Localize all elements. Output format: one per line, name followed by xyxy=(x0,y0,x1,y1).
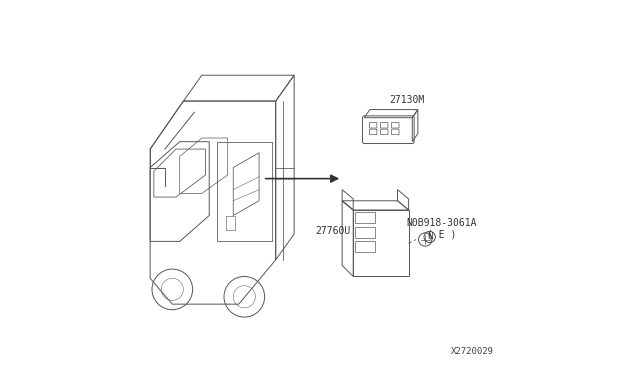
Text: X2720029: X2720029 xyxy=(451,347,493,356)
Text: 27130M: 27130M xyxy=(389,95,424,105)
Text: 27760U: 27760U xyxy=(316,226,351,236)
Text: N0B918-3061A
( E ): N0B918-3061A ( E ) xyxy=(406,218,477,240)
Text: N: N xyxy=(427,232,433,241)
